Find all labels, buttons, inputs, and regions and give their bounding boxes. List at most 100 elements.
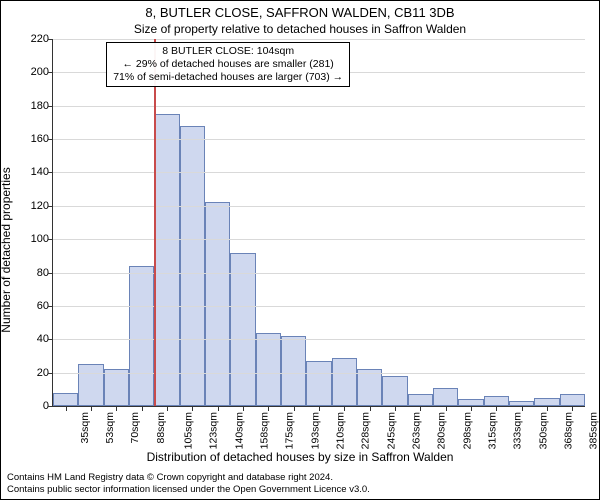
y-tick-mark [48, 339, 53, 340]
x-tick-label: 350sqm [537, 412, 549, 449]
histogram-bar [433, 388, 458, 406]
x-tick-label: 123sqm [208, 412, 220, 449]
reference-line [154, 39, 156, 406]
x-tick-label: 280sqm [436, 412, 448, 449]
x-tick-label: 70sqm [129, 412, 141, 444]
x-tick-mark [218, 406, 219, 411]
histogram-bar [78, 364, 103, 406]
x-tick-label: 53sqm [104, 412, 116, 444]
histogram-bar [534, 398, 559, 406]
x-tick-label: 105sqm [183, 412, 195, 449]
histogram-bar [357, 369, 382, 406]
histogram-bar [154, 114, 179, 406]
x-tick-label: 88sqm [154, 412, 166, 444]
x-tick-label: 368sqm [563, 412, 575, 449]
grid-line [53, 373, 585, 374]
x-tick-mark [522, 406, 523, 411]
histogram-bar [230, 253, 255, 406]
x-tick-mark [446, 406, 447, 411]
x-tick-mark [294, 406, 295, 411]
y-tick-mark [48, 39, 53, 40]
histogram-bar [281, 336, 306, 406]
y-tick-mark [48, 273, 53, 274]
y-tick-mark [48, 139, 53, 140]
chart-title: 8, BUTLER CLOSE, SAFFRON WALDEN, CB11 3D… [1, 5, 599, 21]
grid-line [53, 273, 585, 274]
y-tick-label: 180 [31, 100, 49, 112]
histogram-bar [104, 369, 129, 406]
annotation-line-1: 8 BUTLER CLOSE: 104sqm [113, 45, 343, 58]
histogram-bar [205, 202, 230, 406]
x-tick-label: 35sqm [78, 412, 90, 444]
x-tick-mark [66, 406, 67, 411]
footer-line-2: Contains public sector information licen… [7, 484, 593, 495]
histogram-bar [332, 358, 357, 406]
x-tick-mark [192, 406, 193, 411]
y-tick-label: 100 [31, 233, 49, 245]
x-tick-label: 210sqm [335, 412, 347, 449]
x-tick-label: 263sqm [411, 412, 423, 449]
histogram-bar [53, 393, 78, 406]
y-tick-mark [48, 239, 53, 240]
x-tick-mark [268, 406, 269, 411]
y-tick-mark [48, 172, 53, 173]
y-tick-mark [48, 406, 53, 407]
x-tick-mark [243, 406, 244, 411]
bars-container [53, 39, 585, 406]
footer-line-1: Contains HM Land Registry data © Crown c… [7, 472, 593, 483]
y-tick-mark [48, 206, 53, 207]
x-tick-mark [395, 406, 396, 411]
y-tick-mark [48, 373, 53, 374]
x-tick-label: 245sqm [385, 412, 397, 449]
chart-subtitle: Size of property relative to detached ho… [1, 22, 599, 36]
histogram-bar [408, 394, 433, 406]
annotation-box: 8 BUTLER CLOSE: 104sqm ← 29% of detached… [106, 42, 350, 87]
x-tick-mark [496, 406, 497, 411]
y-tick-label: 160 [31, 133, 49, 145]
x-tick-label: 315sqm [487, 412, 499, 449]
x-tick-mark [142, 406, 143, 411]
footer: Contains HM Land Registry data © Crown c… [7, 472, 593, 495]
x-axis-label: Distribution of detached houses by size … [1, 450, 599, 464]
histogram-bar [484, 396, 509, 406]
x-tick-mark [572, 406, 573, 411]
x-tick-mark [370, 406, 371, 411]
x-tick-mark [116, 406, 117, 411]
x-tick-label: 298sqm [461, 412, 473, 449]
y-tick-mark [48, 106, 53, 107]
grid-line [53, 206, 585, 207]
y-axis-label: Number of detached properties [0, 167, 13, 332]
histogram-bar [180, 126, 205, 406]
grid-line [53, 39, 585, 40]
annotation-line-2: ← 29% of detached houses are smaller (28… [113, 58, 343, 71]
y-tick-label: 120 [31, 200, 49, 212]
plot-area: 8 BUTLER CLOSE: 104sqm ← 29% of detached… [52, 39, 585, 407]
grid-line [53, 106, 585, 107]
x-tick-label: 158sqm [259, 412, 271, 449]
y-tick-label: 140 [31, 166, 49, 178]
histogram-bar [560, 394, 585, 406]
x-tick-label: 140sqm [233, 412, 245, 449]
x-tick-label: 228sqm [360, 412, 372, 449]
grid-line [53, 339, 585, 340]
annotation-line-3: 71% of semi-detached houses are larger (… [113, 71, 343, 84]
y-tick-label: 200 [31, 66, 49, 78]
x-tick-label: 175sqm [284, 412, 296, 449]
y-tick-mark [48, 72, 53, 73]
histogram-bar [256, 333, 281, 406]
x-tick-mark [167, 406, 168, 411]
histogram-bar [129, 266, 154, 406]
x-tick-label: 385sqm [588, 412, 600, 449]
x-tick-mark [420, 406, 421, 411]
chart-frame: 8, BUTLER CLOSE, SAFFRON WALDEN, CB11 3D… [0, 0, 600, 500]
histogram-bar [458, 399, 483, 406]
x-tick-mark [319, 406, 320, 411]
x-tick-mark [471, 406, 472, 411]
x-tick-label: 193sqm [309, 412, 321, 449]
grid-line [53, 306, 585, 307]
y-tick-label: 220 [31, 33, 49, 45]
x-tick-mark [547, 406, 548, 411]
histogram-bar [382, 376, 407, 406]
x-tick-label: 333sqm [512, 412, 524, 449]
grid-line [53, 172, 585, 173]
